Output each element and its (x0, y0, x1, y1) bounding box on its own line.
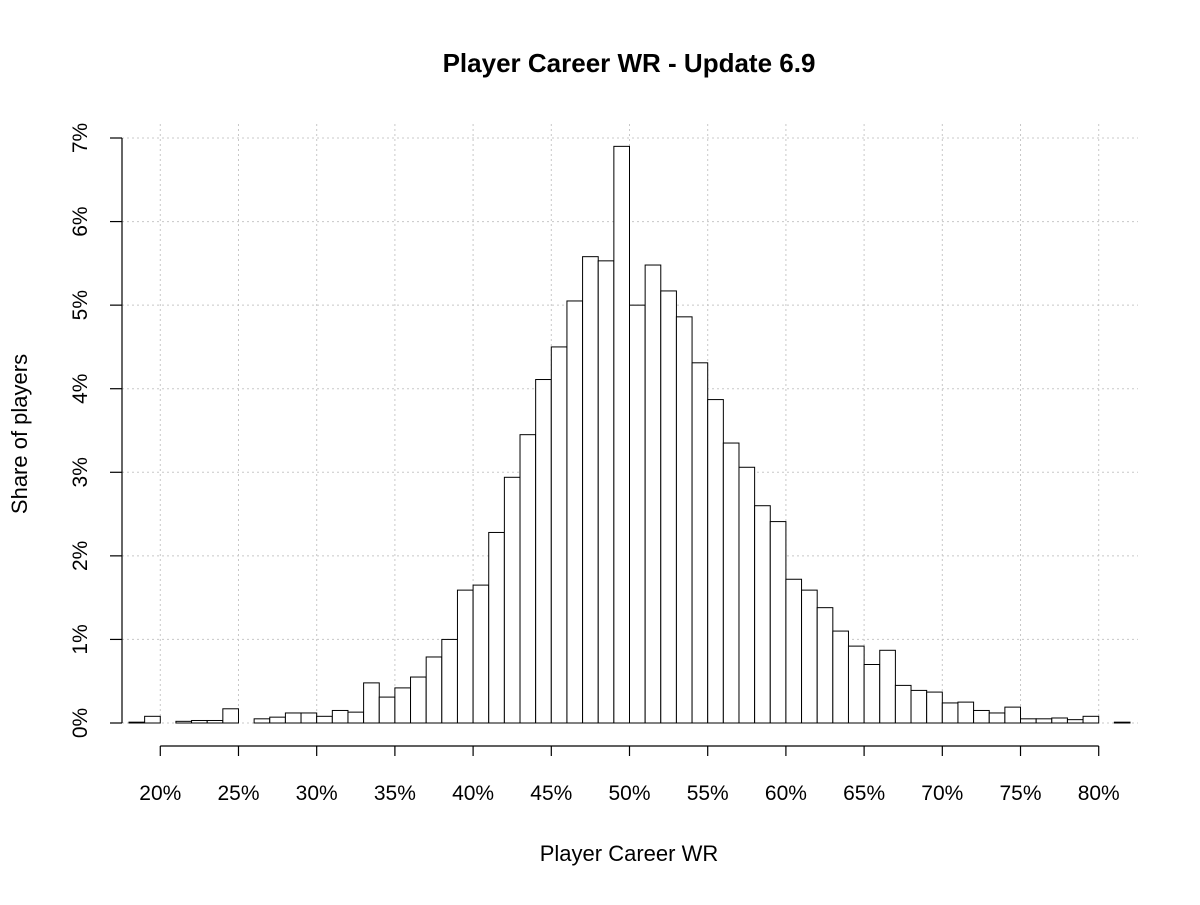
tick-marks (110, 137, 1100, 756)
y-tick-label: 5% (69, 290, 92, 320)
histogram-bar (284, 712, 302, 724)
y-tick-label: 0% (69, 708, 92, 738)
histogram-bar (801, 589, 818, 724)
y-tick-label: 6% (69, 206, 92, 236)
x-tick-label: 55% (687, 782, 729, 805)
x-tick-label: 50% (608, 782, 650, 805)
histogram-bar (785, 578, 803, 724)
x-tick-label: 30% (296, 782, 338, 805)
histogram-bar (488, 531, 505, 724)
histogram-bar (566, 300, 584, 724)
x-tick-label: 65% (843, 782, 885, 805)
histogram-bar (769, 521, 787, 724)
histogram-bar (1082, 715, 1100, 724)
histogram-bar (1004, 706, 1022, 724)
y-tick-label: 1% (69, 624, 92, 654)
histogram-bar (597, 260, 615, 724)
x-tick-label: 40% (452, 782, 494, 805)
histogram-bar (175, 720, 193, 724)
histogram-bar (957, 701, 975, 724)
histogram-bar (456, 589, 474, 724)
histogram-bar (519, 434, 537, 724)
histogram-bar (754, 505, 771, 724)
histogram-bar (206, 719, 224, 724)
histogram-bar (863, 664, 881, 724)
tick-labels: 20% 25% 30% 35% 40% 45% 50% 55% 60% 65% 70% 75% 80% 0… (69, 123, 1120, 805)
histogram-bar (910, 689, 928, 724)
histogram-bar (316, 715, 333, 724)
y-tick-label: 3% (69, 457, 92, 487)
histogram-bar (331, 709, 349, 724)
histogram-bar (378, 696, 396, 724)
histogram-bar (394, 687, 412, 724)
histogram-bar (582, 256, 599, 724)
histogram-bar (441, 638, 458, 724)
histogram-bar (988, 712, 1006, 724)
histogram-bar (1035, 718, 1053, 724)
histogram-bar (1020, 718, 1037, 724)
chart-title: Player Career WR - Update 6.9 (443, 48, 816, 78)
y-tick-label: 4% (69, 374, 92, 404)
y-tick-label: 2% (69, 541, 92, 571)
histogram-bar (191, 719, 208, 724)
histogram-bar (222, 708, 239, 724)
histogram-bar (535, 379, 552, 724)
y-tick-label: 7% (69, 123, 92, 153)
histogram-bar (613, 145, 630, 724)
y-axis-label: Share of players (7, 354, 32, 514)
histogram-bar (675, 316, 693, 724)
histogram-bar (722, 442, 740, 724)
x-axis-label: Player Career WR (540, 841, 718, 866)
histogram-bar (410, 676, 427, 724)
histogram-bar (472, 584, 490, 724)
histogram-bar (550, 346, 568, 724)
histogram-bar (660, 290, 677, 724)
histogram-bar (926, 691, 943, 724)
x-tick-label: 75% (1000, 782, 1042, 805)
histogram-bar (629, 304, 646, 724)
histogram-bar (1066, 719, 1084, 724)
histogram-bar (253, 718, 271, 724)
histogram-bar (738, 466, 756, 724)
histogram-bar (144, 715, 161, 724)
histogram-bar (894, 684, 912, 724)
x-tick-label: 35% (374, 782, 416, 805)
histogram-bar (347, 711, 365, 724)
histogram-bar (816, 607, 834, 724)
histogram-bar (300, 712, 318, 724)
x-tick-label: 20% (139, 782, 181, 805)
x-tick-label: 60% (765, 782, 807, 805)
histogram-bar (879, 649, 896, 724)
histogram-bar (1113, 721, 1131, 724)
x-tick-label: 45% (530, 782, 572, 805)
histogram-bar (644, 264, 662, 724)
histogram-bar (128, 721, 146, 724)
histogram-bar (425, 656, 443, 724)
histogram-bar (707, 399, 724, 724)
histogram-bar (503, 476, 521, 724)
histogram-bar (847, 645, 865, 724)
x-tick-label: 80% (1078, 782, 1120, 805)
x-tick-label: 70% (921, 782, 963, 805)
histogram-bar (973, 709, 990, 724)
histogram-bar (269, 716, 286, 724)
x-tick-label: 25% (217, 782, 259, 805)
histogram-bar (363, 682, 380, 724)
histogram-bar (691, 362, 709, 724)
histogram-bar (1051, 717, 1068, 724)
histogram-bar (832, 630, 849, 724)
histogram-bars (128, 145, 1131, 724)
histogram-bar (941, 702, 959, 724)
